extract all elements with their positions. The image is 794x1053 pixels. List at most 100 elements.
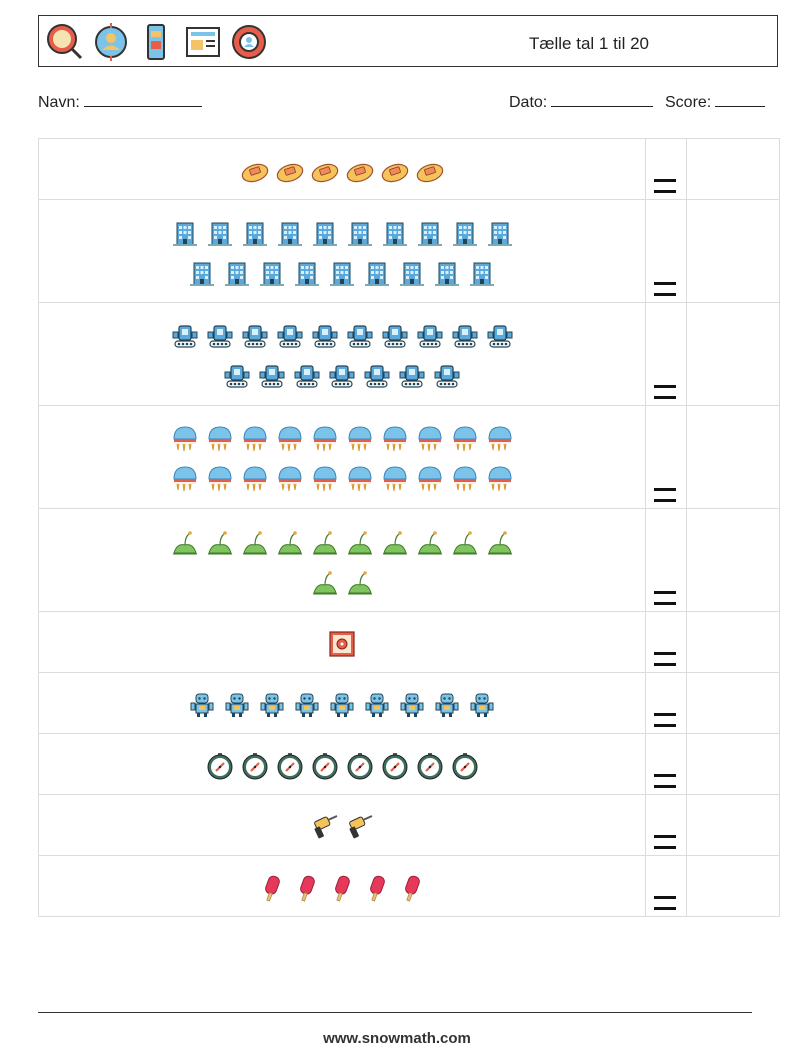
tank-robot-icon xyxy=(398,362,426,390)
icon-line xyxy=(39,752,645,780)
sprout-icon xyxy=(346,528,374,556)
compass-icon xyxy=(276,752,304,780)
robot-icon xyxy=(398,691,426,719)
tank-robot-icon xyxy=(223,362,251,390)
jellyfish-icon xyxy=(311,465,339,493)
popsicle-icon xyxy=(258,874,286,902)
jellyfish-icon xyxy=(381,425,409,453)
jellyfish-icon xyxy=(416,465,444,493)
leaf-tag-icon xyxy=(276,157,304,185)
icon-group xyxy=(38,508,646,612)
equals-cell xyxy=(645,855,687,917)
phone-app-icon xyxy=(147,24,165,60)
tank-robot-icon xyxy=(293,362,321,390)
sprout-icon xyxy=(486,528,514,556)
building-icon xyxy=(311,219,339,247)
icon-line xyxy=(39,630,645,658)
equals-cell xyxy=(645,138,687,200)
tank-robot-icon xyxy=(311,322,339,350)
equals-cell xyxy=(645,794,687,856)
footer-website: www.snowmath.com xyxy=(323,1030,471,1047)
sprout-icon xyxy=(206,528,234,556)
building-icon xyxy=(223,259,251,287)
building-icon xyxy=(241,219,269,247)
name-blank[interactable] xyxy=(83,92,202,107)
icon-line xyxy=(39,157,645,185)
counting-row xyxy=(38,611,780,673)
robot-icon xyxy=(293,691,321,719)
robot-icon xyxy=(433,691,461,719)
equals-cell xyxy=(645,199,687,303)
building-icon xyxy=(188,259,216,287)
counting-table xyxy=(38,138,780,917)
icon-group xyxy=(38,199,646,303)
tank-robot-icon xyxy=(416,322,444,350)
tank-robot-icon xyxy=(171,322,199,350)
answer-box[interactable] xyxy=(686,405,780,509)
compass-icon xyxy=(381,752,409,780)
drill-icon xyxy=(311,813,339,841)
answer-box[interactable] xyxy=(686,794,780,856)
jellyfish-icon xyxy=(276,425,304,453)
leaf-tag-icon xyxy=(241,157,269,185)
header-icons xyxy=(45,22,269,62)
sprout-icon xyxy=(416,528,444,556)
equals-cell xyxy=(645,302,687,406)
compass-icon xyxy=(311,752,339,780)
robot-icon xyxy=(258,691,286,719)
jellyfish-icon xyxy=(381,465,409,493)
popsicle-icon xyxy=(293,874,321,902)
tank-robot-icon xyxy=(433,362,461,390)
jellyfish-icon xyxy=(346,425,374,453)
drill-icon xyxy=(346,813,374,841)
safe-icon xyxy=(328,630,356,658)
robot-icon xyxy=(188,691,216,719)
tank-robot-icon xyxy=(258,362,286,390)
answer-box[interactable] xyxy=(686,508,780,612)
equals-sign xyxy=(654,385,676,399)
answer-box[interactable] xyxy=(686,138,780,200)
lifebuoy-user-icon xyxy=(232,25,266,59)
sprout-icon xyxy=(381,528,409,556)
jellyfish-icon xyxy=(171,465,199,493)
counting-row xyxy=(38,672,780,734)
jellyfish-icon xyxy=(346,465,374,493)
popsicle-icon xyxy=(363,874,391,902)
score-blank[interactable] xyxy=(715,92,766,107)
jellyfish-icon xyxy=(241,465,269,493)
jellyfish-icon xyxy=(171,425,199,453)
icon-line xyxy=(39,874,645,902)
tank-robot-icon xyxy=(346,322,374,350)
equals-cell xyxy=(645,672,687,734)
icon-line xyxy=(39,568,645,596)
equals-sign xyxy=(654,652,676,666)
icon-line xyxy=(39,465,645,493)
answer-box[interactable] xyxy=(686,733,780,795)
answer-box[interactable] xyxy=(686,855,780,917)
icon-group xyxy=(38,611,646,673)
worksheet-title: Tælle tal 1 til 20 xyxy=(529,34,649,53)
answer-box[interactable] xyxy=(686,302,780,406)
building-icon xyxy=(346,219,374,247)
sprout-icon xyxy=(346,568,374,596)
icon-line xyxy=(39,691,645,719)
date-blank[interactable] xyxy=(551,92,654,107)
building-icon xyxy=(328,259,356,287)
equals-cell xyxy=(645,508,687,612)
equals-sign xyxy=(654,179,676,193)
building-icon xyxy=(486,219,514,247)
jellyfish-icon xyxy=(206,465,234,493)
answer-box[interactable] xyxy=(686,672,780,734)
leaf-tag-icon xyxy=(311,157,339,185)
icon-line xyxy=(39,362,645,390)
building-icon xyxy=(171,219,199,247)
equals-sign xyxy=(654,835,676,849)
icon-line xyxy=(39,259,645,287)
sprout-icon xyxy=(311,568,339,596)
answer-box[interactable] xyxy=(686,611,780,673)
sprout-icon xyxy=(276,528,304,556)
name-field: Navn: xyxy=(38,92,202,112)
answer-box[interactable] xyxy=(686,199,780,303)
popsicle-icon xyxy=(398,874,426,902)
icon-line xyxy=(39,528,645,556)
